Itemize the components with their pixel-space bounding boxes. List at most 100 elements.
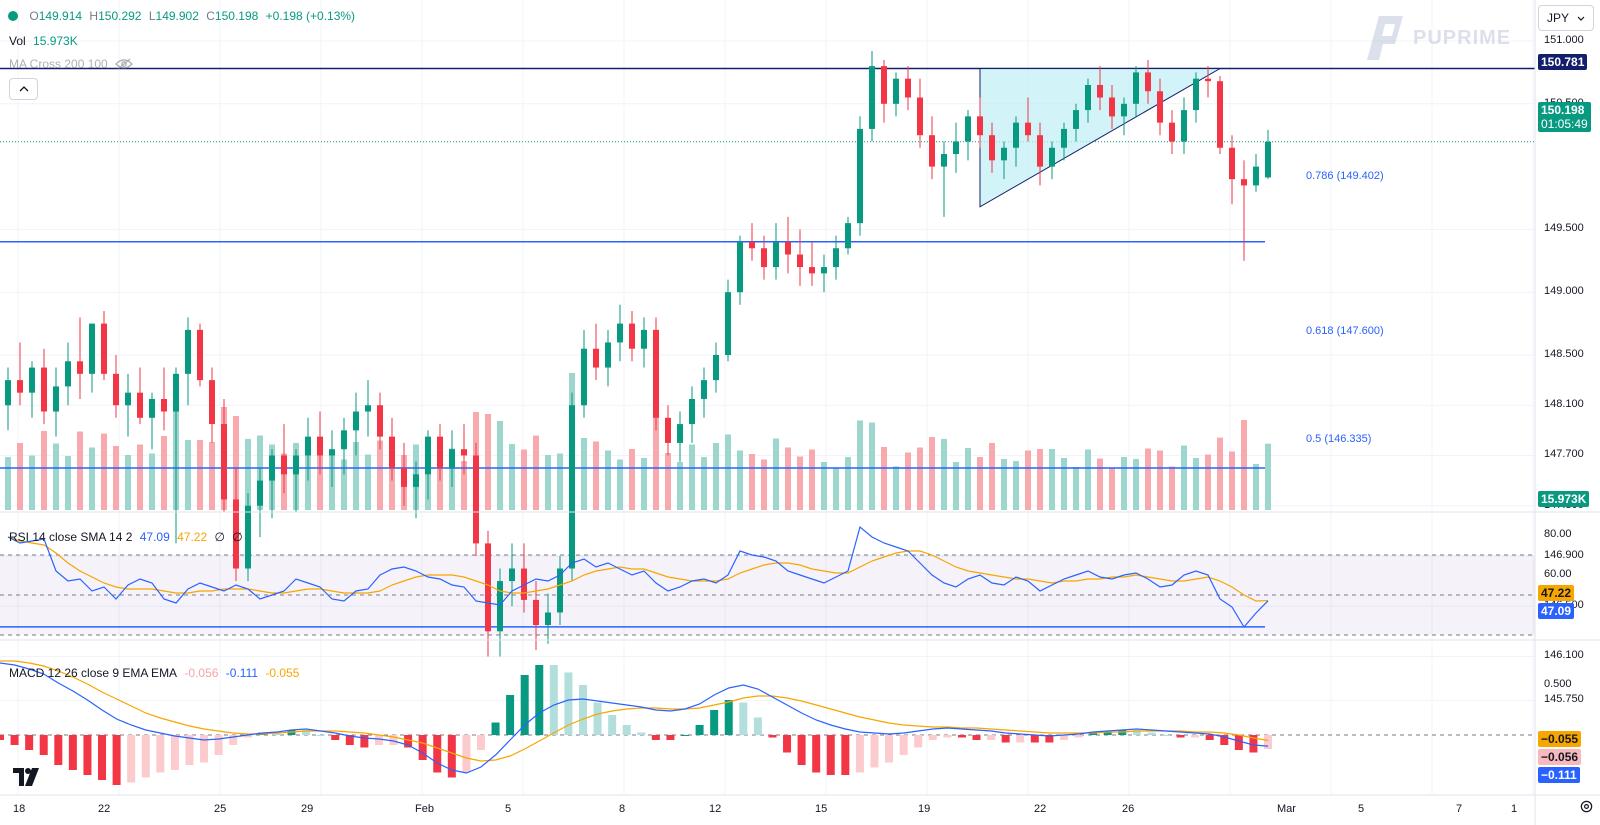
time-tick-label: 5 [1358, 803, 1365, 815]
macd-hist-bar [593, 702, 602, 735]
candle-body [185, 329, 191, 374]
volume-bar [17, 443, 23, 510]
candle-body [557, 568, 563, 613]
chart-settings-button[interactable] [1579, 799, 1594, 819]
volume-bar [833, 467, 839, 510]
macd-hist-badge: −0.056 [1538, 749, 1582, 765]
logo-wordmark: PUPRIME [1413, 26, 1512, 49]
candle-body [401, 468, 407, 487]
candle-body [545, 612, 551, 626]
candle-body [533, 599, 539, 626]
candle-body [77, 361, 83, 374]
time-tick-label: 29 [301, 803, 314, 815]
tradingview-logo[interactable] [13, 768, 43, 791]
volume-bar [533, 435, 539, 510]
candle-body [1265, 141, 1271, 178]
volume-bar [1025, 450, 1031, 510]
volume-bar [197, 440, 203, 510]
eye-hidden-icon[interactable] [115, 58, 133, 70]
low-value: 149.902 [155, 9, 199, 23]
macd-hist-bar [1147, 732, 1156, 735]
volume-bar [1013, 461, 1019, 510]
candle-body [1025, 122, 1031, 136]
price-tick-label: 146.100 [1544, 649, 1584, 662]
candle-body [689, 398, 695, 425]
macd-hist-bar [302, 730, 311, 735]
macd-hist-bar [1249, 735, 1258, 753]
candle-body [941, 154, 947, 167]
macd-hist-bar [476, 735, 485, 750]
candle-body [965, 116, 971, 142]
macd-hist-bar [360, 735, 369, 748]
volume-bar [1121, 457, 1127, 510]
volume-legend: Vol 15.973K [9, 34, 82, 48]
volume-bar [113, 446, 119, 510]
candle-body [29, 367, 35, 393]
macd-hist-bar [987, 735, 996, 740]
candle-body [881, 66, 887, 104]
candle-body [953, 141, 959, 155]
high-value: 150.292 [98, 9, 142, 23]
volume-bar [125, 455, 131, 510]
candle-body [449, 449, 455, 469]
time-tick-label: 8 [619, 803, 626, 815]
volume-bar [761, 459, 767, 510]
volume-label: Vol [9, 34, 26, 48]
high-price-badge: 150.781 [1538, 54, 1588, 70]
macd-hist-bar [404, 735, 413, 748]
candle-body [1097, 84, 1103, 98]
rsi-tick-label: 60.00 [1544, 568, 1572, 580]
macd-hist-bar [1103, 732, 1112, 735]
macd-hist-bar [870, 735, 879, 768]
candle-body [65, 361, 71, 387]
candle-body [641, 329, 647, 349]
time-tick-label: Mar [1277, 803, 1296, 815]
candle-body [1229, 147, 1235, 180]
collapse-legend-button[interactable] [9, 78, 38, 100]
candle-body [41, 367, 47, 412]
price-tick-label: 149.000 [1544, 285, 1584, 298]
volume-bar [65, 456, 71, 510]
macd-hist-bar [1089, 732, 1098, 735]
rsi-tick-label: 80.00 [1544, 528, 1572, 540]
volume-bar [41, 431, 47, 510]
candle-body [221, 424, 227, 500]
candle-body [101, 323, 107, 374]
candle-body [869, 66, 875, 129]
rsi-line [7, 525, 1269, 629]
candle-body [1181, 110, 1187, 142]
currency-select[interactable]: JPY [1538, 5, 1594, 31]
volume-bar [905, 452, 911, 510]
macd-hist-bar [54, 735, 63, 765]
rsi-band [0, 554, 1535, 636]
candle-body [1073, 110, 1079, 129]
candle-body [1253, 166, 1259, 186]
volume-bar [1217, 437, 1223, 510]
candle-body [293, 455, 299, 475]
symbol-dot-icon[interactable] [8, 11, 18, 21]
volume-bar [1109, 467, 1115, 510]
macd-line [0, 662, 1269, 774]
volume-bar [953, 462, 959, 510]
time-tick-label: 18 [13, 803, 26, 815]
volume-bar [869, 422, 875, 510]
macd-hist-bar [520, 675, 529, 735]
macd-hist-bar [855, 735, 864, 773]
macd-hist-bar [928, 735, 937, 740]
candle-body [581, 348, 587, 406]
candle-body [521, 568, 527, 600]
macd-hist-bar [229, 735, 238, 745]
volume-bar [557, 453, 563, 510]
volume-bar [245, 439, 251, 510]
volume-bar [161, 436, 167, 510]
candle-body [617, 323, 623, 343]
macd-hist-bar [25, 735, 34, 750]
candle-body [245, 505, 251, 569]
volume-bar [797, 456, 803, 510]
candle-body [857, 128, 863, 224]
ma-legend[interactable]: MA Cross 200 100 [9, 57, 133, 71]
volume-bar [1157, 450, 1163, 510]
puprime-mark-icon [1365, 14, 1407, 62]
candle-body [389, 436, 395, 469]
